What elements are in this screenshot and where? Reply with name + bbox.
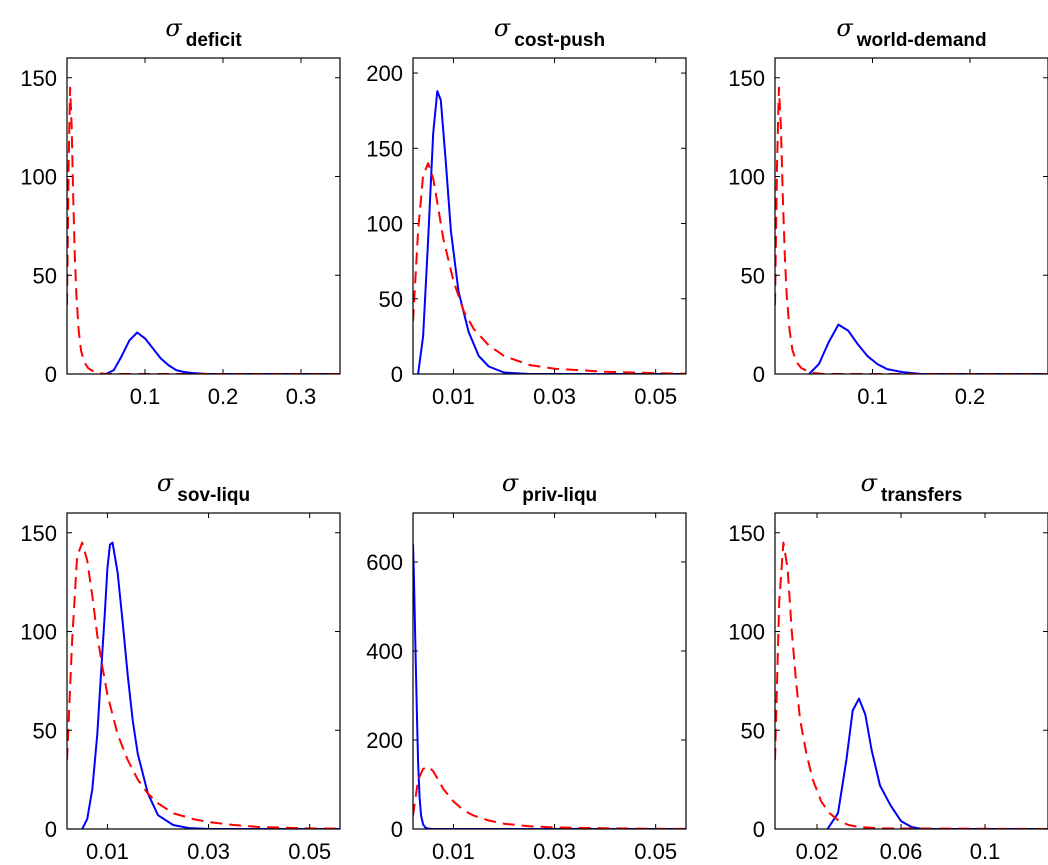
y-tick-label: 0 bbox=[45, 362, 57, 387]
chart-title: σ priv-liqu bbox=[502, 469, 597, 506]
title-symbol: σ bbox=[157, 469, 174, 497]
y-tick-label: 200 bbox=[366, 61, 403, 86]
panel-deficit: 0 50 100 150 0.1 0.2 0.3 σ deficit bbox=[20, 14, 341, 409]
y-tick-label: 100 bbox=[728, 165, 765, 190]
x-tick-label: 0.2 bbox=[208, 384, 239, 409]
title-subscript: deficit bbox=[186, 30, 243, 51]
x-tick-label: 0.05 bbox=[288, 839, 331, 864]
prior-line bbox=[775, 86, 1048, 374]
y-tick-label: 600 bbox=[366, 550, 403, 575]
posterior-line bbox=[413, 544, 686, 829]
axes-box bbox=[774, 512, 1048, 830]
x-tick-label: 0.05 bbox=[634, 839, 677, 864]
x-tick-label: 0.1 bbox=[130, 384, 161, 409]
x-tick-label: 0.01 bbox=[432, 384, 475, 409]
y-tick-label: 0 bbox=[753, 362, 765, 387]
chart-title: σ deficit bbox=[165, 14, 242, 51]
axes-box bbox=[774, 57, 1048, 375]
y-tick-label: 50 bbox=[379, 287, 403, 312]
title-symbol: σ bbox=[836, 14, 853, 42]
y-tick-label: 100 bbox=[366, 212, 403, 237]
chart-title: σ world-demand bbox=[836, 14, 986, 51]
x-tick-label: 0.03 bbox=[533, 384, 576, 409]
posterior-line bbox=[826, 697, 1048, 829]
title-subscript: priv-liqu bbox=[522, 485, 597, 506]
x-tick-label: 0.01 bbox=[432, 839, 475, 864]
y-tick-label: 0 bbox=[391, 817, 403, 842]
y-tick-label: 50 bbox=[33, 718, 57, 743]
title-symbol: σ bbox=[502, 469, 519, 497]
prior-line bbox=[775, 541, 1048, 829]
title-symbol: σ bbox=[165, 14, 182, 42]
y-tick-label: 100 bbox=[20, 165, 57, 190]
posterior-line bbox=[417, 90, 686, 374]
y-tick-label: 150 bbox=[366, 136, 403, 161]
x-tick-label: 0.1 bbox=[970, 839, 1001, 864]
axes-box bbox=[412, 512, 687, 830]
y-tick-label: 400 bbox=[366, 639, 403, 664]
title-subscript: sov-liqu bbox=[177, 485, 250, 506]
y-tick-label: 150 bbox=[20, 66, 57, 91]
x-tick-label: 0.2 bbox=[955, 384, 986, 409]
title-subscript: cost-push bbox=[514, 30, 605, 51]
chart-title: σ cost-push bbox=[494, 14, 605, 51]
posterior-line bbox=[81, 541, 340, 829]
title-symbol: σ bbox=[494, 14, 511, 42]
chart-title: σ sov-liqu bbox=[157, 469, 250, 506]
axes-box bbox=[66, 512, 341, 830]
title-subscript: world-demand bbox=[856, 30, 987, 51]
x-tick-label: 0.03 bbox=[187, 839, 230, 864]
y-tick-label: 0 bbox=[45, 817, 57, 842]
y-tick-label: 0 bbox=[391, 362, 403, 387]
y-tick-label: 150 bbox=[728, 521, 765, 546]
x-tick-label: 0.1 bbox=[857, 384, 888, 409]
y-tick-label: 50 bbox=[741, 263, 765, 288]
y-tick-label: 100 bbox=[20, 620, 57, 645]
x-tick-label: 0.02 bbox=[796, 839, 839, 864]
y-tick-label: 150 bbox=[728, 66, 765, 91]
prior-line bbox=[413, 765, 686, 829]
x-tick-label: 0.3 bbox=[286, 384, 317, 409]
title-subscript: transfers bbox=[881, 485, 962, 506]
prior-line bbox=[413, 162, 686, 374]
axes-box bbox=[412, 57, 687, 375]
x-tick-label: 0.01 bbox=[86, 839, 129, 864]
y-tick-label: 100 bbox=[728, 620, 765, 645]
y-tick-label: 50 bbox=[33, 263, 57, 288]
panel-priv-liqu: 0 200 400 600 0.01 0.03 0.05 σ priv-liqu bbox=[366, 469, 687, 864]
x-tick-label: 0.06 bbox=[880, 839, 923, 864]
posterior-line bbox=[105, 331, 340, 374]
y-tick-label: 150 bbox=[20, 521, 57, 546]
title-symbol: σ bbox=[861, 469, 878, 497]
y-tick-label: 50 bbox=[741, 718, 765, 743]
prior-line bbox=[67, 541, 340, 829]
prior-line bbox=[67, 86, 340, 374]
x-tick-label: 0.05 bbox=[634, 384, 677, 409]
chart-title: σ transfers bbox=[861, 469, 963, 506]
posterior-line bbox=[808, 323, 1048, 374]
axes-box bbox=[66, 57, 341, 375]
x-tick-label: 0.03 bbox=[533, 839, 576, 864]
panel-sov-liqu: 0 50 100 150 0.01 0.03 0.05 σ sov-liqu bbox=[20, 469, 341, 864]
panel-world-demand: 0 50 100 150 0.1 0.2 σ world-demand bbox=[728, 14, 1048, 409]
panel-transfers: 0 50 100 150 0.02 0.06 0.1 σ transfers bbox=[728, 469, 1048, 864]
panel-cost-push: 0 50 100 150 200 0.01 0.03 0.05 σ cost-push bbox=[366, 14, 687, 409]
y-tick-label: 200 bbox=[366, 728, 403, 753]
y-tick-label: 0 bbox=[753, 817, 765, 842]
